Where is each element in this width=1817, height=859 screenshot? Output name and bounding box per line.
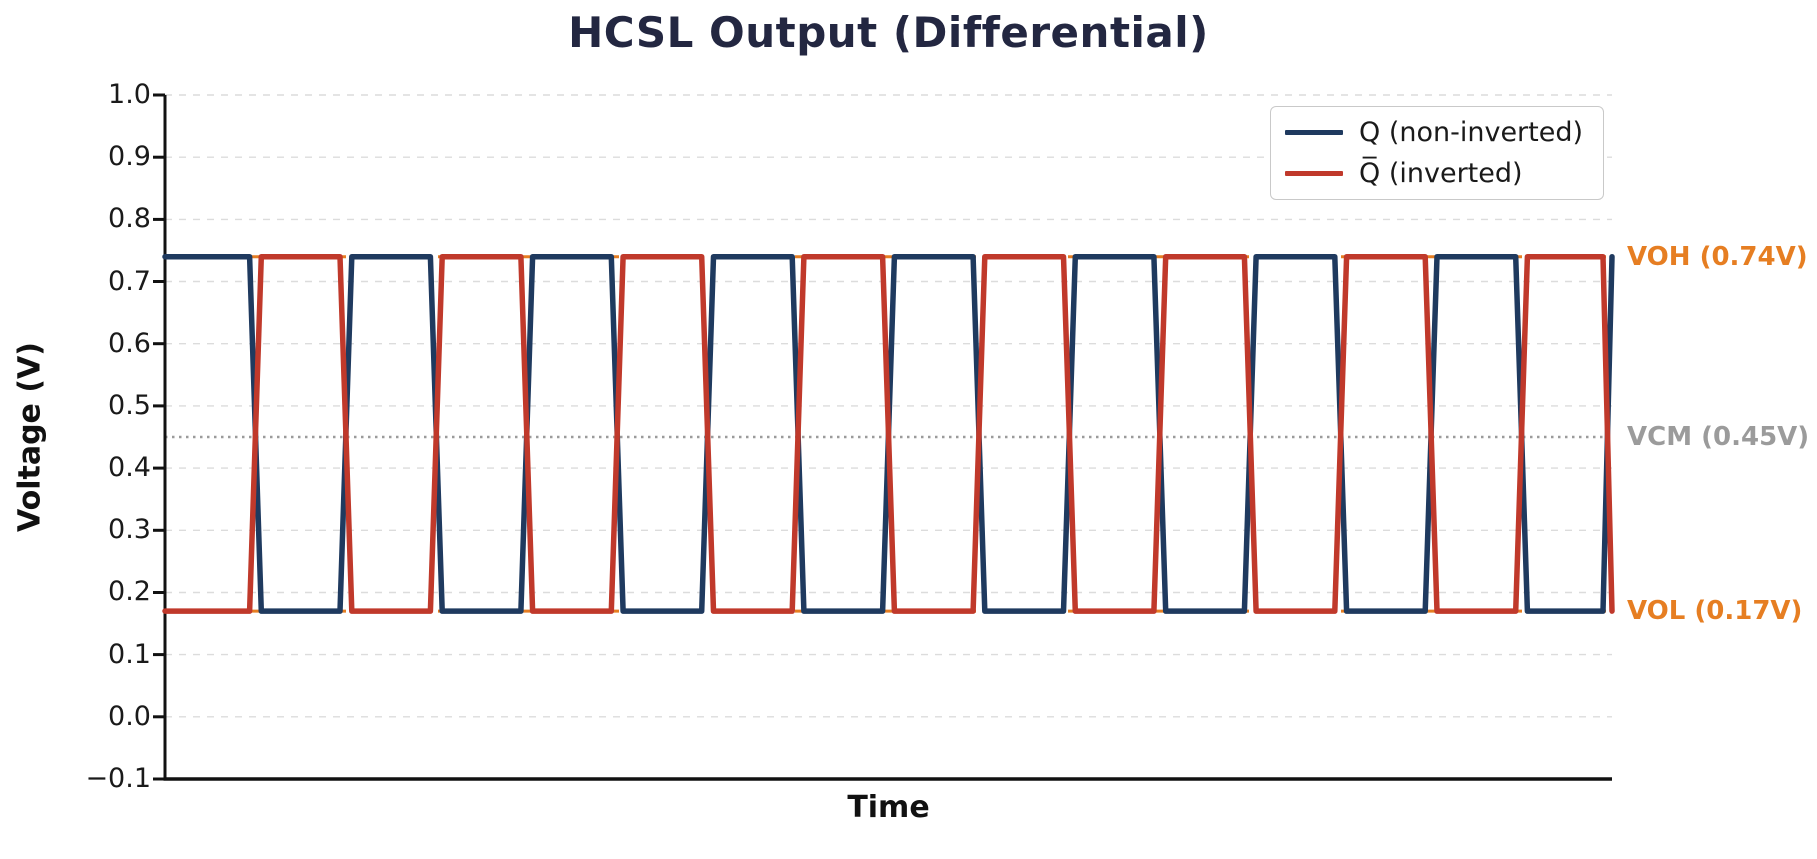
vcm-annotation: VCM (0.45V) bbox=[1627, 422, 1810, 452]
y-tick-label: −0.1 bbox=[85, 763, 151, 794]
legend: Q (non-inverted) Q̅ (inverted) bbox=[1270, 106, 1605, 200]
vol-annotation: VOL (0.17V) bbox=[1627, 596, 1803, 627]
y-tick-label: 1.0 bbox=[108, 79, 151, 110]
y-tick-label: 0.2 bbox=[108, 576, 151, 608]
y-tick-label: 0.3 bbox=[108, 514, 151, 546]
waveform-q bbox=[162, 253, 1615, 614]
y-tick-label: 0.1 bbox=[108, 638, 151, 670]
chart-title: HCSL Output (Differential) bbox=[568, 8, 1209, 57]
legend-label-qbar: Q̅ (inverted) bbox=[1359, 158, 1523, 189]
voh-annotation: VOH (0.74V) bbox=[1627, 241, 1808, 272]
y-tick-label: 0.0 bbox=[108, 700, 151, 732]
y-tick-label: 0.6 bbox=[108, 327, 151, 359]
waveform-qbar bbox=[162, 253, 1615, 614]
y-axis-label: Voltage (V) bbox=[12, 342, 48, 532]
y-tick-label: 0.7 bbox=[108, 265, 151, 297]
plot-area bbox=[153, 93, 1615, 781]
legend-line-sample-qbar bbox=[1285, 170, 1343, 177]
y-tick-label: 0.5 bbox=[108, 389, 151, 421]
y-tick-label: 0.8 bbox=[108, 203, 151, 235]
y-tick-label: 0.9 bbox=[108, 141, 151, 173]
x-axis-label: Time bbox=[847, 790, 930, 825]
legend-label-q: Q (non-inverted) bbox=[1359, 117, 1584, 148]
y-tick-label: 0.4 bbox=[108, 452, 151, 484]
legend-line-sample-q bbox=[1285, 129, 1343, 136]
legend-item-qbar: Q̅ (inverted) bbox=[1285, 158, 1583, 189]
legend-item-q: Q (non-inverted) bbox=[1285, 117, 1583, 148]
